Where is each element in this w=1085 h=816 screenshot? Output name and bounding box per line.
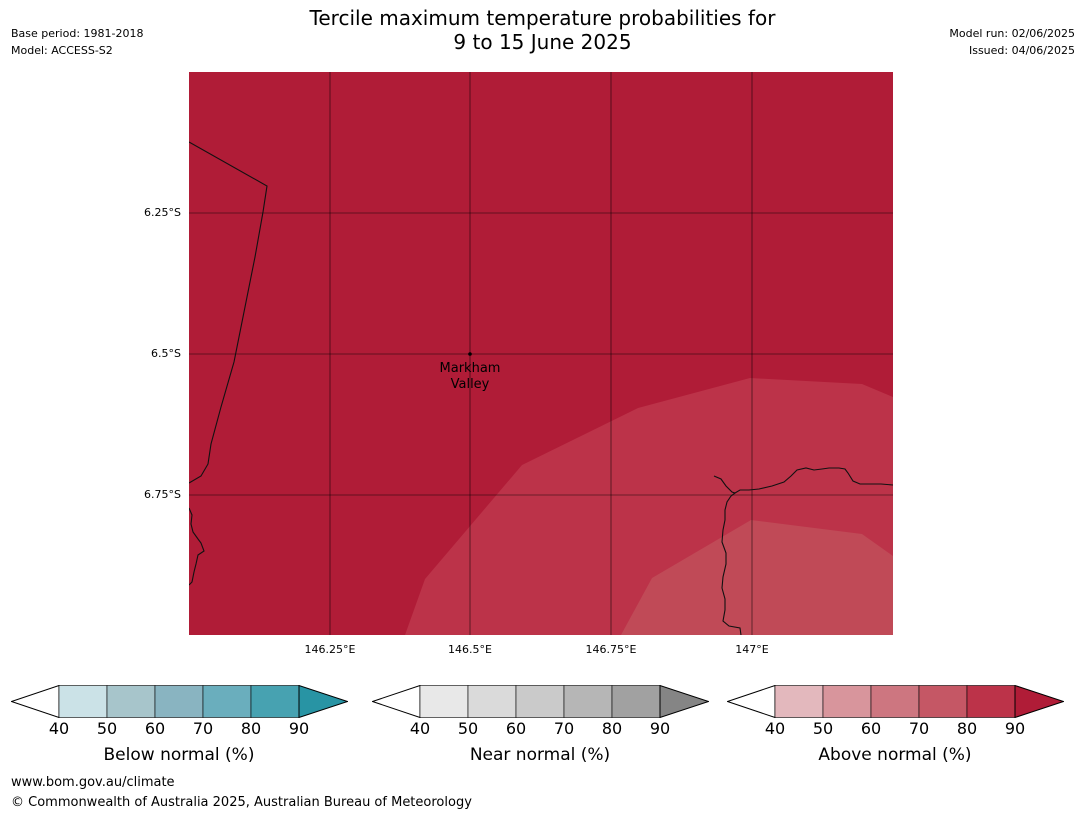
footer-url[interactable]: www.bom.gov.au/climate	[11, 775, 175, 790]
above-swatch-40-50	[774, 685, 824, 718]
colorbar-above-normal	[727, 685, 1064, 718]
near-tick-90: 90	[649, 719, 671, 738]
colorbar-near-normal	[372, 685, 709, 718]
footer-copyright: © Commonwealth of Australia 2025, Austra…	[11, 795, 472, 810]
above-extension-high	[1014, 685, 1064, 718]
above-normal-title: Above normal (%)	[818, 745, 972, 765]
below-swatch-60-70	[154, 685, 204, 718]
near-tick-80: 80	[601, 719, 623, 738]
model-text: Model: ACCESS-S2	[11, 44, 113, 57]
above-extension-low	[727, 685, 776, 718]
below-swatch-70-80	[202, 685, 252, 718]
near-tick-60: 60	[505, 719, 527, 738]
near-tick-70: 70	[553, 719, 575, 738]
lat-label-6-75: 6.75°S	[144, 488, 181, 501]
above-tick-90: 90	[1004, 719, 1026, 738]
near-swatch-70-80	[563, 685, 613, 718]
lat-label-6-25: 6.25°S	[144, 206, 181, 219]
above-tick-70: 70	[908, 719, 930, 738]
near-extension-high	[659, 685, 709, 718]
below-tick-70: 70	[192, 719, 214, 738]
below-tick-40: 40	[48, 719, 70, 738]
below-tick-90: 90	[288, 719, 310, 738]
above-swatch-80-90	[966, 685, 1016, 718]
below-normal-title: Below normal (%)	[103, 745, 255, 765]
below-swatch-80-90	[250, 685, 300, 718]
model-run-text: Model run: 02/06/2025	[949, 27, 1075, 40]
above-tick-40: 40	[764, 719, 786, 738]
header-left-meta: Base period: 1981-2018 Model: ACCESS-S2	[11, 25, 143, 59]
title-line-1: Tercile maximum temperature probabilitie…	[309, 6, 776, 30]
lon-label-147: 147°E	[735, 643, 769, 656]
title-line-2: 9 to 15 June 2025	[453, 30, 632, 54]
header-right-meta: Model run: 02/06/2025 Issued: 04/06/2025	[949, 25, 1075, 59]
coastline	[189, 141, 893, 635]
near-swatch-60-70	[515, 685, 565, 718]
near-swatch-80-90	[611, 685, 661, 718]
base-period-text: Base period: 1981-2018	[11, 27, 144, 40]
issued-text: Issued: 04/06/2025	[968, 44, 1075, 57]
near-tick-50: 50	[457, 719, 479, 738]
colorbar-below-normal	[11, 685, 348, 718]
place-label-line-1: Markham	[440, 361, 501, 376]
below-tick-80: 80	[240, 719, 262, 738]
above-swatch-70-80	[918, 685, 968, 718]
above-tick-50: 50	[812, 719, 834, 738]
border-line	[189, 141, 268, 484]
above-tick-80: 80	[956, 719, 978, 738]
below-swatch-40-50	[58, 685, 108, 718]
lon-label-146-75: 146.75°E	[585, 643, 637, 656]
near-swatch-50-60	[467, 685, 517, 718]
page-title: Tercile maximum temperature probabilitie…	[0, 6, 1085, 54]
lon-label-146-5: 146.5°E	[448, 643, 492, 656]
near-extension-low	[372, 685, 421, 718]
above-swatch-60-70	[870, 685, 920, 718]
below-swatch-50-60	[106, 685, 156, 718]
near-swatch-40-50	[419, 685, 469, 718]
lon-label-146-25: 146.25°E	[304, 643, 356, 656]
near-tick-40: 40	[409, 719, 431, 738]
below-extension-high	[298, 685, 348, 718]
below-tick-60: 60	[144, 719, 166, 738]
probability-map[interactable]: Markham Valley	[189, 72, 893, 635]
below-tick-50: 50	[96, 719, 118, 738]
near-normal-title: Near normal (%)	[469, 745, 611, 765]
below-extension-low	[11, 685, 60, 718]
above-swatch-50-60	[822, 685, 872, 718]
above-tick-60: 60	[860, 719, 882, 738]
band-60-70	[621, 520, 893, 635]
lat-label-6-5: 6.5°S	[151, 347, 181, 360]
place-label-line-2: Valley	[451, 377, 490, 392]
coast-west	[189, 507, 205, 586]
coast-peninsula	[721, 492, 742, 635]
place-marker	[468, 352, 472, 356]
